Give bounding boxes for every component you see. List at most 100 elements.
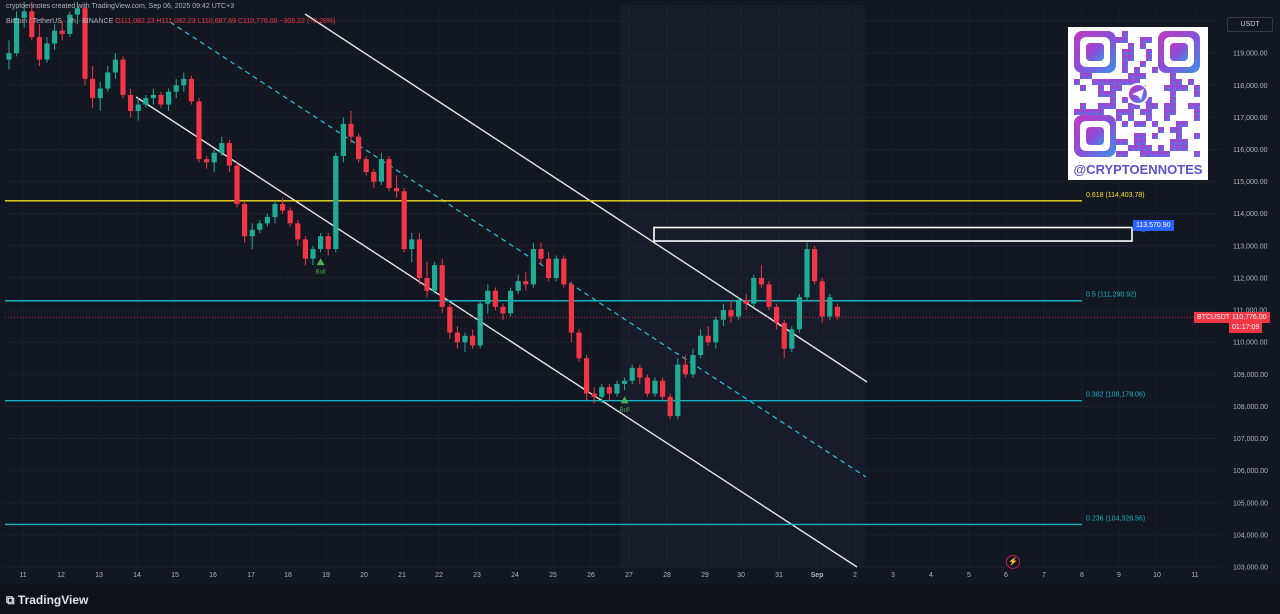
candle-body (143, 98, 149, 105)
qr-module (1080, 109, 1086, 115)
y-tick-label: 114,000.00 (1233, 211, 1268, 218)
x-tick-label: 20 (360, 572, 368, 579)
lightning-icon[interactable]: ⚡ (1006, 555, 1020, 569)
price-axis (1220, 0, 1280, 567)
qr-module (1122, 67, 1128, 73)
candle-body (333, 155, 339, 250)
qr-finder-inner (1170, 43, 1188, 61)
x-tick-label: 6 (1004, 572, 1008, 579)
candle-body (591, 393, 597, 397)
qr-module (1122, 109, 1128, 115)
candle-body (150, 94, 156, 99)
chart-canvas[interactable]: 120,000.00119,000.00118,000.00117,000.00… (0, 0, 1280, 584)
qr-module (1140, 37, 1146, 43)
tradingview-logo: ⧉ TradingView (6, 593, 88, 608)
qr-finder-inner (1086, 127, 1104, 145)
qr-module (1080, 73, 1086, 79)
qr-module (1116, 151, 1122, 157)
y-tick-label: 104,000.00 (1233, 532, 1268, 539)
qr-module (1092, 79, 1098, 85)
candle-body (340, 123, 346, 156)
candle-body (713, 319, 719, 343)
candle-body (363, 159, 369, 172)
x-tick-label: 23 (473, 572, 481, 579)
qr-module (1146, 49, 1152, 55)
candle-body (523, 281, 529, 285)
chart-credit: cryptoennotes created with TradingView.c… (6, 3, 234, 10)
qr-module (1128, 55, 1134, 61)
qr-module (1176, 121, 1182, 127)
qr-module (1104, 91, 1110, 97)
y-tick-label: 119,000.00 (1233, 51, 1268, 58)
qr-module (1140, 151, 1146, 157)
qr-module (1134, 79, 1140, 85)
x-tick-label: 27 (625, 572, 633, 579)
x-tick-label: 31 (775, 572, 783, 579)
qr-module (1092, 109, 1098, 115)
qr-module (1128, 103, 1134, 109)
x-tick-label: 30 (737, 572, 745, 579)
candle-body (736, 300, 742, 317)
qr-module (1110, 97, 1116, 103)
candle-body (834, 306, 840, 317)
candle-body (576, 332, 582, 359)
qr-module (1182, 121, 1188, 127)
qr-module (1146, 55, 1152, 61)
channel-lower-line (135, 96, 858, 568)
y-tick-label: 115,000.00 (1233, 179, 1268, 186)
candle-body (720, 310, 726, 320)
bull-marker-icon (620, 396, 629, 404)
candle-body (819, 281, 825, 317)
qr-module (1152, 121, 1158, 127)
candle-body (97, 88, 103, 99)
qr-module (1176, 127, 1182, 133)
bull-marker-label: Bull (316, 269, 326, 275)
candle-body (21, 11, 27, 18)
qr-module (1098, 91, 1104, 97)
brand-text: TradingView (17, 593, 89, 607)
qr-module (1170, 97, 1176, 103)
y-tick-label: 108,000.00 (1233, 404, 1268, 411)
qr-module (1176, 85, 1182, 91)
qr-module (1116, 79, 1122, 85)
qr-module (1158, 151, 1164, 157)
x-tick-label: 11 (1191, 572, 1198, 579)
candle-body (614, 383, 620, 394)
x-tick-label: 12 (57, 572, 65, 579)
qr-module (1086, 73, 1092, 79)
candle-body (660, 380, 666, 397)
candle-body (485, 290, 491, 304)
qr-module (1194, 103, 1200, 109)
x-tick-label: 4 (929, 572, 933, 579)
qr-module (1170, 109, 1176, 115)
currency-button[interactable]: USDT (1227, 17, 1273, 32)
qr-module (1122, 61, 1128, 67)
shaded-region (620, 5, 865, 567)
qr-module (1158, 145, 1164, 151)
qr-module (1128, 145, 1134, 151)
qr-module (1182, 139, 1188, 145)
symbol-legend[interactable]: Bitcoin / TetherUS · 4h · BINANCE O111,0… (6, 18, 336, 25)
qr-module (1140, 145, 1146, 151)
qr-module (1116, 139, 1122, 145)
telegram-plane-icon (1132, 89, 1144, 100)
qr-module (1116, 85, 1122, 91)
qr-module (1134, 133, 1140, 139)
qr-module (1128, 109, 1134, 115)
y-tick-label: 107,000.00 (1233, 436, 1268, 443)
candle-body (257, 223, 263, 230)
candle-body (158, 94, 164, 105)
x-tick-label: 11 (19, 572, 26, 579)
candle-body (515, 281, 521, 291)
candle-body (318, 236, 324, 250)
candle-body (492, 290, 498, 307)
candle-body (804, 249, 810, 298)
ohlc-values: O111,082.23 H111,082.23 L110,687.69 C110… (115, 18, 336, 25)
candle-body (310, 249, 316, 259)
qr-module (1122, 49, 1128, 55)
x-tick-label: 16 (209, 572, 217, 579)
candle-body (546, 258, 552, 278)
qr-module (1086, 109, 1092, 115)
qr-module (1146, 145, 1152, 151)
qr-module (1164, 85, 1170, 91)
